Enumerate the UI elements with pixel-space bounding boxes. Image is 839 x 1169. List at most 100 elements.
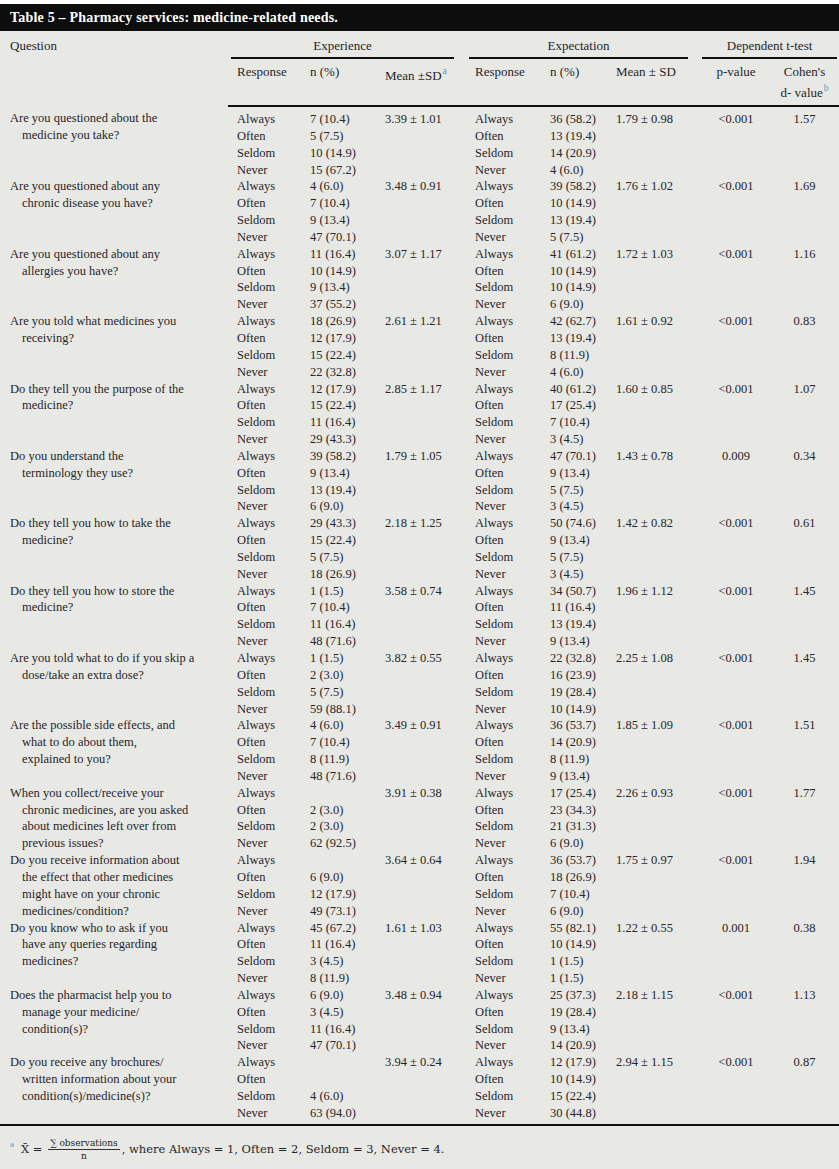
expect-response-cell: Often bbox=[466, 465, 544, 482]
expect-response-cell: Often bbox=[466, 1004, 544, 1021]
exp-response-cell: Never bbox=[228, 364, 301, 381]
expect-n-cell: 13 (19.4) bbox=[544, 128, 610, 145]
expect-n-cell: 9 (13.4) bbox=[544, 532, 610, 549]
cohens-d-cell: 0.83 bbox=[770, 313, 839, 380]
group-header-experience: Experience bbox=[228, 35, 466, 59]
expect-response-cell: Always bbox=[466, 785, 544, 802]
expect-mean-cell: 1.61 ± 0.92 bbox=[610, 313, 702, 380]
expect-mean-cell: 1.85 ± 1.09 bbox=[610, 717, 702, 784]
expect-mean-cell: 2.26 ± 0.93 bbox=[610, 785, 702, 852]
group-label-experience: Experience bbox=[231, 37, 454, 59]
question-cell: Do you receive information aboutthe effe… bbox=[0, 852, 228, 919]
expect-n-cell: 3 (4.5) bbox=[544, 498, 610, 515]
expect-n-cell: 9 (13.4) bbox=[544, 1021, 610, 1038]
exp-n-cell: 9 (13.4) bbox=[301, 465, 376, 482]
expect-response-cell: Always bbox=[466, 852, 544, 869]
expect-mean-cell: 1.75 ± 0.97 bbox=[610, 852, 702, 919]
expect-response-cell: Never bbox=[466, 633, 544, 650]
expect-response-cell: Always bbox=[466, 920, 544, 937]
expect-response-cell: Always bbox=[466, 650, 544, 667]
expect-mean-cell: 2.25 ± 1.08 bbox=[610, 650, 702, 717]
cohens-d-cell: 1.94 bbox=[770, 852, 839, 919]
question-line: Do they tell you how to store the bbox=[10, 583, 228, 600]
group-label-dependent-t-test: Dependent t-test bbox=[702, 37, 837, 59]
question-line: the effect that other medicines bbox=[10, 869, 228, 886]
exp-response-cell: Often bbox=[228, 1004, 301, 1021]
question-line: medicine? bbox=[10, 397, 228, 414]
column-header-cohens-d: Cohen'sd- valueb bbox=[770, 59, 839, 106]
question-line: Do you understand the bbox=[10, 448, 228, 465]
exp-response-cell: Never bbox=[228, 701, 301, 718]
expect-mean-cell: 1.96 ± 1.12 bbox=[610, 583, 702, 650]
question-line: Do you receive information about bbox=[10, 852, 228, 869]
expect-response-cell: Always bbox=[466, 106, 544, 128]
exp-response-cell: Never bbox=[228, 431, 301, 448]
expect-response-cell: Often bbox=[466, 869, 544, 886]
exp-n-cell bbox=[301, 1071, 376, 1088]
p-value-cell: <0.001 bbox=[702, 1054, 770, 1121]
exp-mean-cell: 3.58 ± 0.74 bbox=[376, 583, 466, 650]
question-line: medicine? bbox=[10, 599, 228, 616]
expect-n-cell: 5 (7.5) bbox=[544, 482, 610, 499]
exp-n-cell: 15 (67.2) bbox=[301, 162, 376, 179]
p-value-cell: <0.001 bbox=[702, 717, 770, 784]
exp-n-cell: 5 (7.5) bbox=[301, 549, 376, 566]
question-line: Do you know who to ask if you bbox=[10, 920, 228, 937]
exp-n-cell: 12 (17.9) bbox=[301, 886, 376, 903]
expect-n-cell: 3 (4.5) bbox=[544, 431, 610, 448]
cohens-d-cell: 0.34 bbox=[770, 448, 839, 515]
exp-mean-cell: 3.91 ± 0.38 bbox=[376, 785, 466, 852]
footnote-a-lead: X̄ = bbox=[21, 1142, 42, 1156]
exp-n-cell: 37 (55.2) bbox=[301, 296, 376, 313]
expect-mean-cell: 2.18 ± 1.15 bbox=[610, 987, 702, 1054]
question-line: about medicines left over from bbox=[10, 818, 228, 835]
question-line: Do they tell you the purpose of the bbox=[10, 381, 228, 398]
group-header-dependent-t-test: Dependent t-test bbox=[702, 35, 839, 59]
p-value-cell: <0.001 bbox=[702, 313, 770, 380]
expect-response-cell: Always bbox=[466, 717, 544, 734]
question-cell: When you collect/receive yourchronic med… bbox=[0, 785, 228, 852]
table-body: Are you questioned about themedicine you… bbox=[0, 106, 839, 1122]
exp-response-cell: Never bbox=[228, 566, 301, 583]
question-line: medicine? bbox=[10, 532, 228, 549]
exp-n-cell: 11 (16.4) bbox=[301, 1021, 376, 1038]
exp-response-cell: Often bbox=[228, 195, 301, 212]
question-line: medicine you take? bbox=[10, 127, 228, 144]
exp-n-cell: 29 (43.3) bbox=[301, 431, 376, 448]
table-row: Do they tell you the purpose of themedic… bbox=[0, 381, 839, 398]
expect-n-cell: 1 (1.5) bbox=[544, 970, 610, 987]
exp-n-cell: 11 (16.4) bbox=[301, 936, 376, 953]
data-table: Question Experience Expectation Dependen… bbox=[0, 35, 839, 1122]
exp-n-cell: 11 (16.4) bbox=[301, 414, 376, 431]
expect-response-cell: Seldom bbox=[466, 347, 544, 364]
expect-n-cell: 9 (13.4) bbox=[544, 633, 610, 650]
expect-mean-cell: 1.72 ± 1.03 bbox=[610, 246, 702, 313]
expect-response-cell: Never bbox=[466, 364, 544, 381]
expect-response-cell: Seldom bbox=[466, 886, 544, 903]
exp-response-cell: Often bbox=[228, 330, 301, 347]
exp-response-cell: Seldom bbox=[228, 279, 301, 296]
column-header-expect-mean: Mean ± SD bbox=[610, 59, 702, 106]
expect-response-cell: Never bbox=[466, 970, 544, 987]
exp-response-cell: Always bbox=[228, 920, 301, 937]
footnote-ref-b: b bbox=[824, 83, 829, 93]
column-header-exp-n: n (%) bbox=[301, 59, 376, 106]
question-line: Are you questioned about any bbox=[10, 178, 228, 195]
expect-n-cell: 10 (14.9) bbox=[544, 279, 610, 296]
expect-n-cell: 8 (11.9) bbox=[544, 751, 610, 768]
exp-response-cell: Often bbox=[228, 397, 301, 414]
question-cell: Are you told what medicines youreceiving… bbox=[0, 313, 228, 380]
expect-response-cell: Always bbox=[466, 246, 544, 263]
expect-n-cell: 36 (58.2) bbox=[544, 106, 610, 128]
exp-response-cell: Never bbox=[228, 633, 301, 650]
exp-response-cell: Always bbox=[228, 313, 301, 330]
group-label-expectation: Expectation bbox=[469, 37, 688, 59]
table-row: Are the possible side effects, andwhat t… bbox=[0, 717, 839, 734]
exp-mean-cell: 3.94 ± 0.24 bbox=[376, 1054, 466, 1121]
cohens-d-cell: 0.87 bbox=[770, 1054, 839, 1121]
exp-mean-cell: 3.48 ± 0.91 bbox=[376, 178, 466, 245]
exp-n-cell: 7 (10.4) bbox=[301, 599, 376, 616]
expect-n-cell: 7 (10.4) bbox=[544, 414, 610, 431]
group-header-row: Question Experience Expectation Dependen… bbox=[0, 35, 839, 59]
p-value-cell: <0.001 bbox=[702, 987, 770, 1054]
